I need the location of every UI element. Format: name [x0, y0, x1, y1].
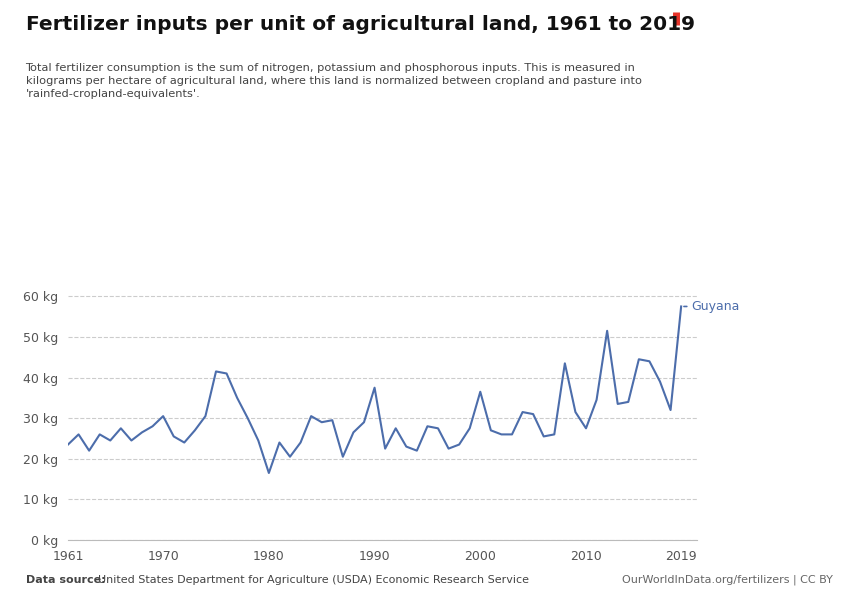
Text: Total fertilizer consumption is the sum of nitrogen, potassium and phosphorous i: Total fertilizer consumption is the sum …	[26, 63, 642, 100]
Text: OurWorldInData.org/fertilizers | CC BY: OurWorldInData.org/fertilizers | CC BY	[622, 575, 833, 585]
Text: United States Department for Agriculture (USDA) Economic Research Service: United States Department for Agriculture…	[98, 575, 529, 585]
Text: Data source:: Data source:	[26, 575, 109, 585]
Text: Fertilizer inputs per unit of agricultural land, 1961 to 2019: Fertilizer inputs per unit of agricultur…	[26, 15, 694, 34]
Text: Guyana: Guyana	[692, 300, 740, 313]
Text: in Data: in Data	[728, 44, 773, 54]
Text: Our World: Our World	[718, 23, 782, 34]
